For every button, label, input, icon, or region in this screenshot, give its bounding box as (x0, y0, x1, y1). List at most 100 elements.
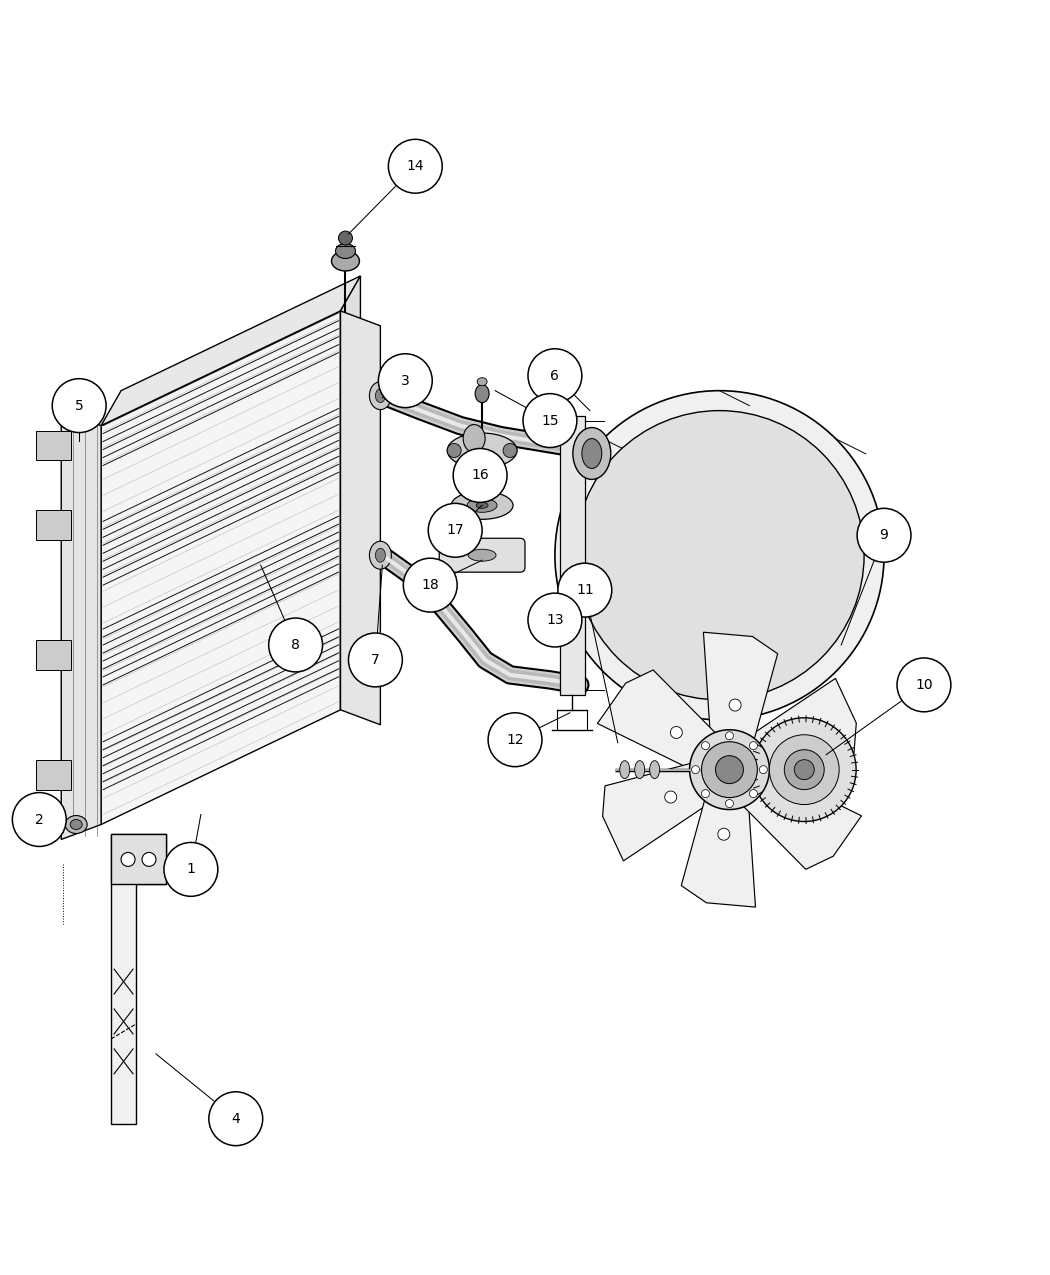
Polygon shape (61, 411, 101, 839)
Circle shape (52, 379, 106, 432)
Circle shape (554, 390, 884, 720)
Ellipse shape (468, 550, 496, 561)
Text: 16: 16 (471, 468, 489, 482)
Text: 8: 8 (291, 638, 300, 652)
Polygon shape (749, 678, 857, 776)
Polygon shape (340, 311, 380, 724)
Polygon shape (101, 311, 340, 825)
Circle shape (454, 449, 507, 502)
Circle shape (164, 843, 217, 896)
Text: 2: 2 (35, 812, 44, 826)
Polygon shape (704, 632, 778, 739)
Circle shape (13, 793, 66, 847)
Ellipse shape (582, 439, 602, 468)
Circle shape (528, 349, 582, 403)
Circle shape (770, 734, 839, 805)
Ellipse shape (447, 434, 517, 468)
Circle shape (701, 789, 710, 798)
Circle shape (562, 595, 582, 615)
Ellipse shape (65, 816, 87, 834)
Circle shape (142, 853, 156, 867)
Circle shape (523, 394, 576, 448)
Circle shape (753, 718, 856, 821)
Ellipse shape (477, 377, 487, 385)
Ellipse shape (452, 491, 513, 519)
Circle shape (759, 766, 768, 774)
Circle shape (784, 750, 824, 789)
Ellipse shape (336, 244, 356, 259)
Circle shape (701, 742, 757, 798)
Circle shape (692, 766, 699, 774)
Polygon shape (560, 416, 585, 695)
Ellipse shape (376, 548, 385, 562)
Text: 9: 9 (880, 528, 888, 542)
FancyBboxPatch shape (37, 431, 71, 460)
Text: 17: 17 (446, 523, 464, 537)
Ellipse shape (370, 542, 392, 569)
FancyBboxPatch shape (37, 510, 71, 541)
Ellipse shape (463, 425, 485, 453)
Circle shape (528, 593, 582, 646)
Ellipse shape (476, 385, 489, 403)
Circle shape (750, 789, 757, 798)
Text: 6: 6 (550, 368, 560, 382)
Circle shape (269, 618, 322, 672)
Text: 4: 4 (231, 1112, 240, 1126)
Text: 12: 12 (506, 733, 524, 747)
Ellipse shape (376, 389, 385, 403)
FancyBboxPatch shape (37, 640, 71, 669)
Polygon shape (111, 834, 166, 1123)
Polygon shape (603, 764, 710, 861)
Circle shape (388, 139, 442, 194)
Circle shape (121, 853, 135, 867)
Circle shape (782, 736, 794, 748)
Circle shape (715, 756, 743, 784)
Text: 5: 5 (75, 399, 84, 413)
Circle shape (726, 732, 734, 739)
Ellipse shape (370, 381, 392, 409)
Ellipse shape (332, 251, 359, 272)
Circle shape (349, 632, 402, 687)
Circle shape (701, 742, 710, 750)
Polygon shape (743, 770, 861, 870)
Circle shape (670, 727, 682, 738)
Polygon shape (101, 275, 360, 426)
Polygon shape (111, 834, 166, 885)
Circle shape (574, 411, 864, 700)
Text: 10: 10 (916, 678, 932, 692)
Ellipse shape (476, 502, 488, 509)
Text: 11: 11 (576, 583, 593, 597)
Text: 7: 7 (371, 653, 380, 667)
Circle shape (729, 699, 741, 711)
Circle shape (428, 504, 482, 557)
Ellipse shape (573, 427, 611, 479)
Circle shape (447, 444, 461, 458)
Circle shape (857, 509, 911, 562)
Text: 15: 15 (541, 413, 559, 427)
Circle shape (794, 760, 814, 779)
Ellipse shape (634, 761, 645, 779)
Text: 1: 1 (187, 862, 195, 876)
Circle shape (718, 829, 730, 840)
Circle shape (503, 444, 517, 458)
Circle shape (338, 231, 353, 245)
Text: 14: 14 (406, 159, 424, 173)
Circle shape (750, 742, 757, 750)
Polygon shape (340, 275, 360, 710)
FancyBboxPatch shape (439, 538, 525, 572)
Polygon shape (681, 799, 756, 907)
Circle shape (403, 558, 457, 612)
Circle shape (558, 564, 612, 617)
FancyBboxPatch shape (37, 760, 71, 789)
Circle shape (690, 729, 770, 810)
Circle shape (209, 1091, 262, 1146)
Circle shape (378, 353, 433, 408)
Circle shape (897, 658, 951, 711)
Circle shape (777, 801, 789, 813)
Circle shape (488, 713, 542, 766)
Circle shape (665, 790, 676, 803)
Text: 13: 13 (546, 613, 564, 627)
Circle shape (726, 799, 734, 807)
Ellipse shape (650, 761, 659, 779)
Ellipse shape (620, 761, 630, 779)
